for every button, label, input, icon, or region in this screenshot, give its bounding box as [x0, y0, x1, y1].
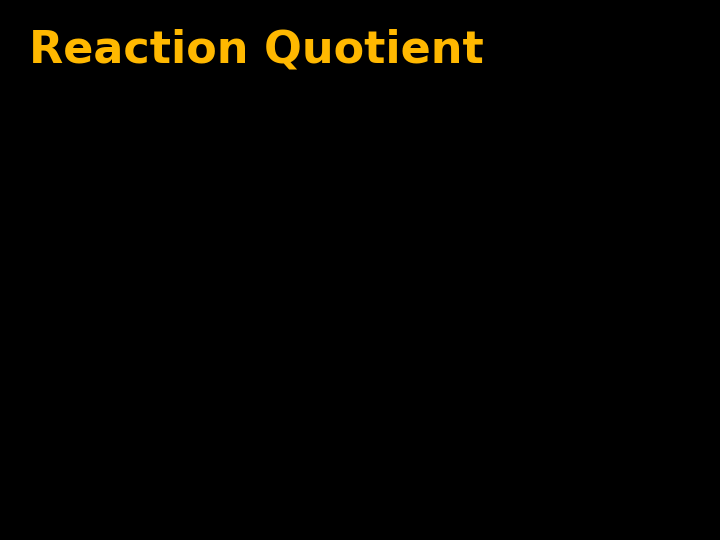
Text: product concentrations or partial pressures at: product concentrations or partial pressu… — [29, 204, 720, 232]
Text: constant expression.: constant expression. — [29, 305, 346, 334]
Text: Used to determine the direction a reaction: Used to determine the direction a reacti… — [29, 355, 678, 384]
Text: will proceed to reach equilibrium.: will proceed to reach equilibrium. — [29, 406, 540, 435]
Text: any point into a reaction into the equilibrium-: any point into a reaction into the equil… — [29, 254, 720, 283]
Text: Number obtained by substituting reactant and: Number obtained by substituting reactant… — [29, 153, 720, 182]
Text: Reaction Quotient: Reaction Quotient — [29, 29, 484, 71]
